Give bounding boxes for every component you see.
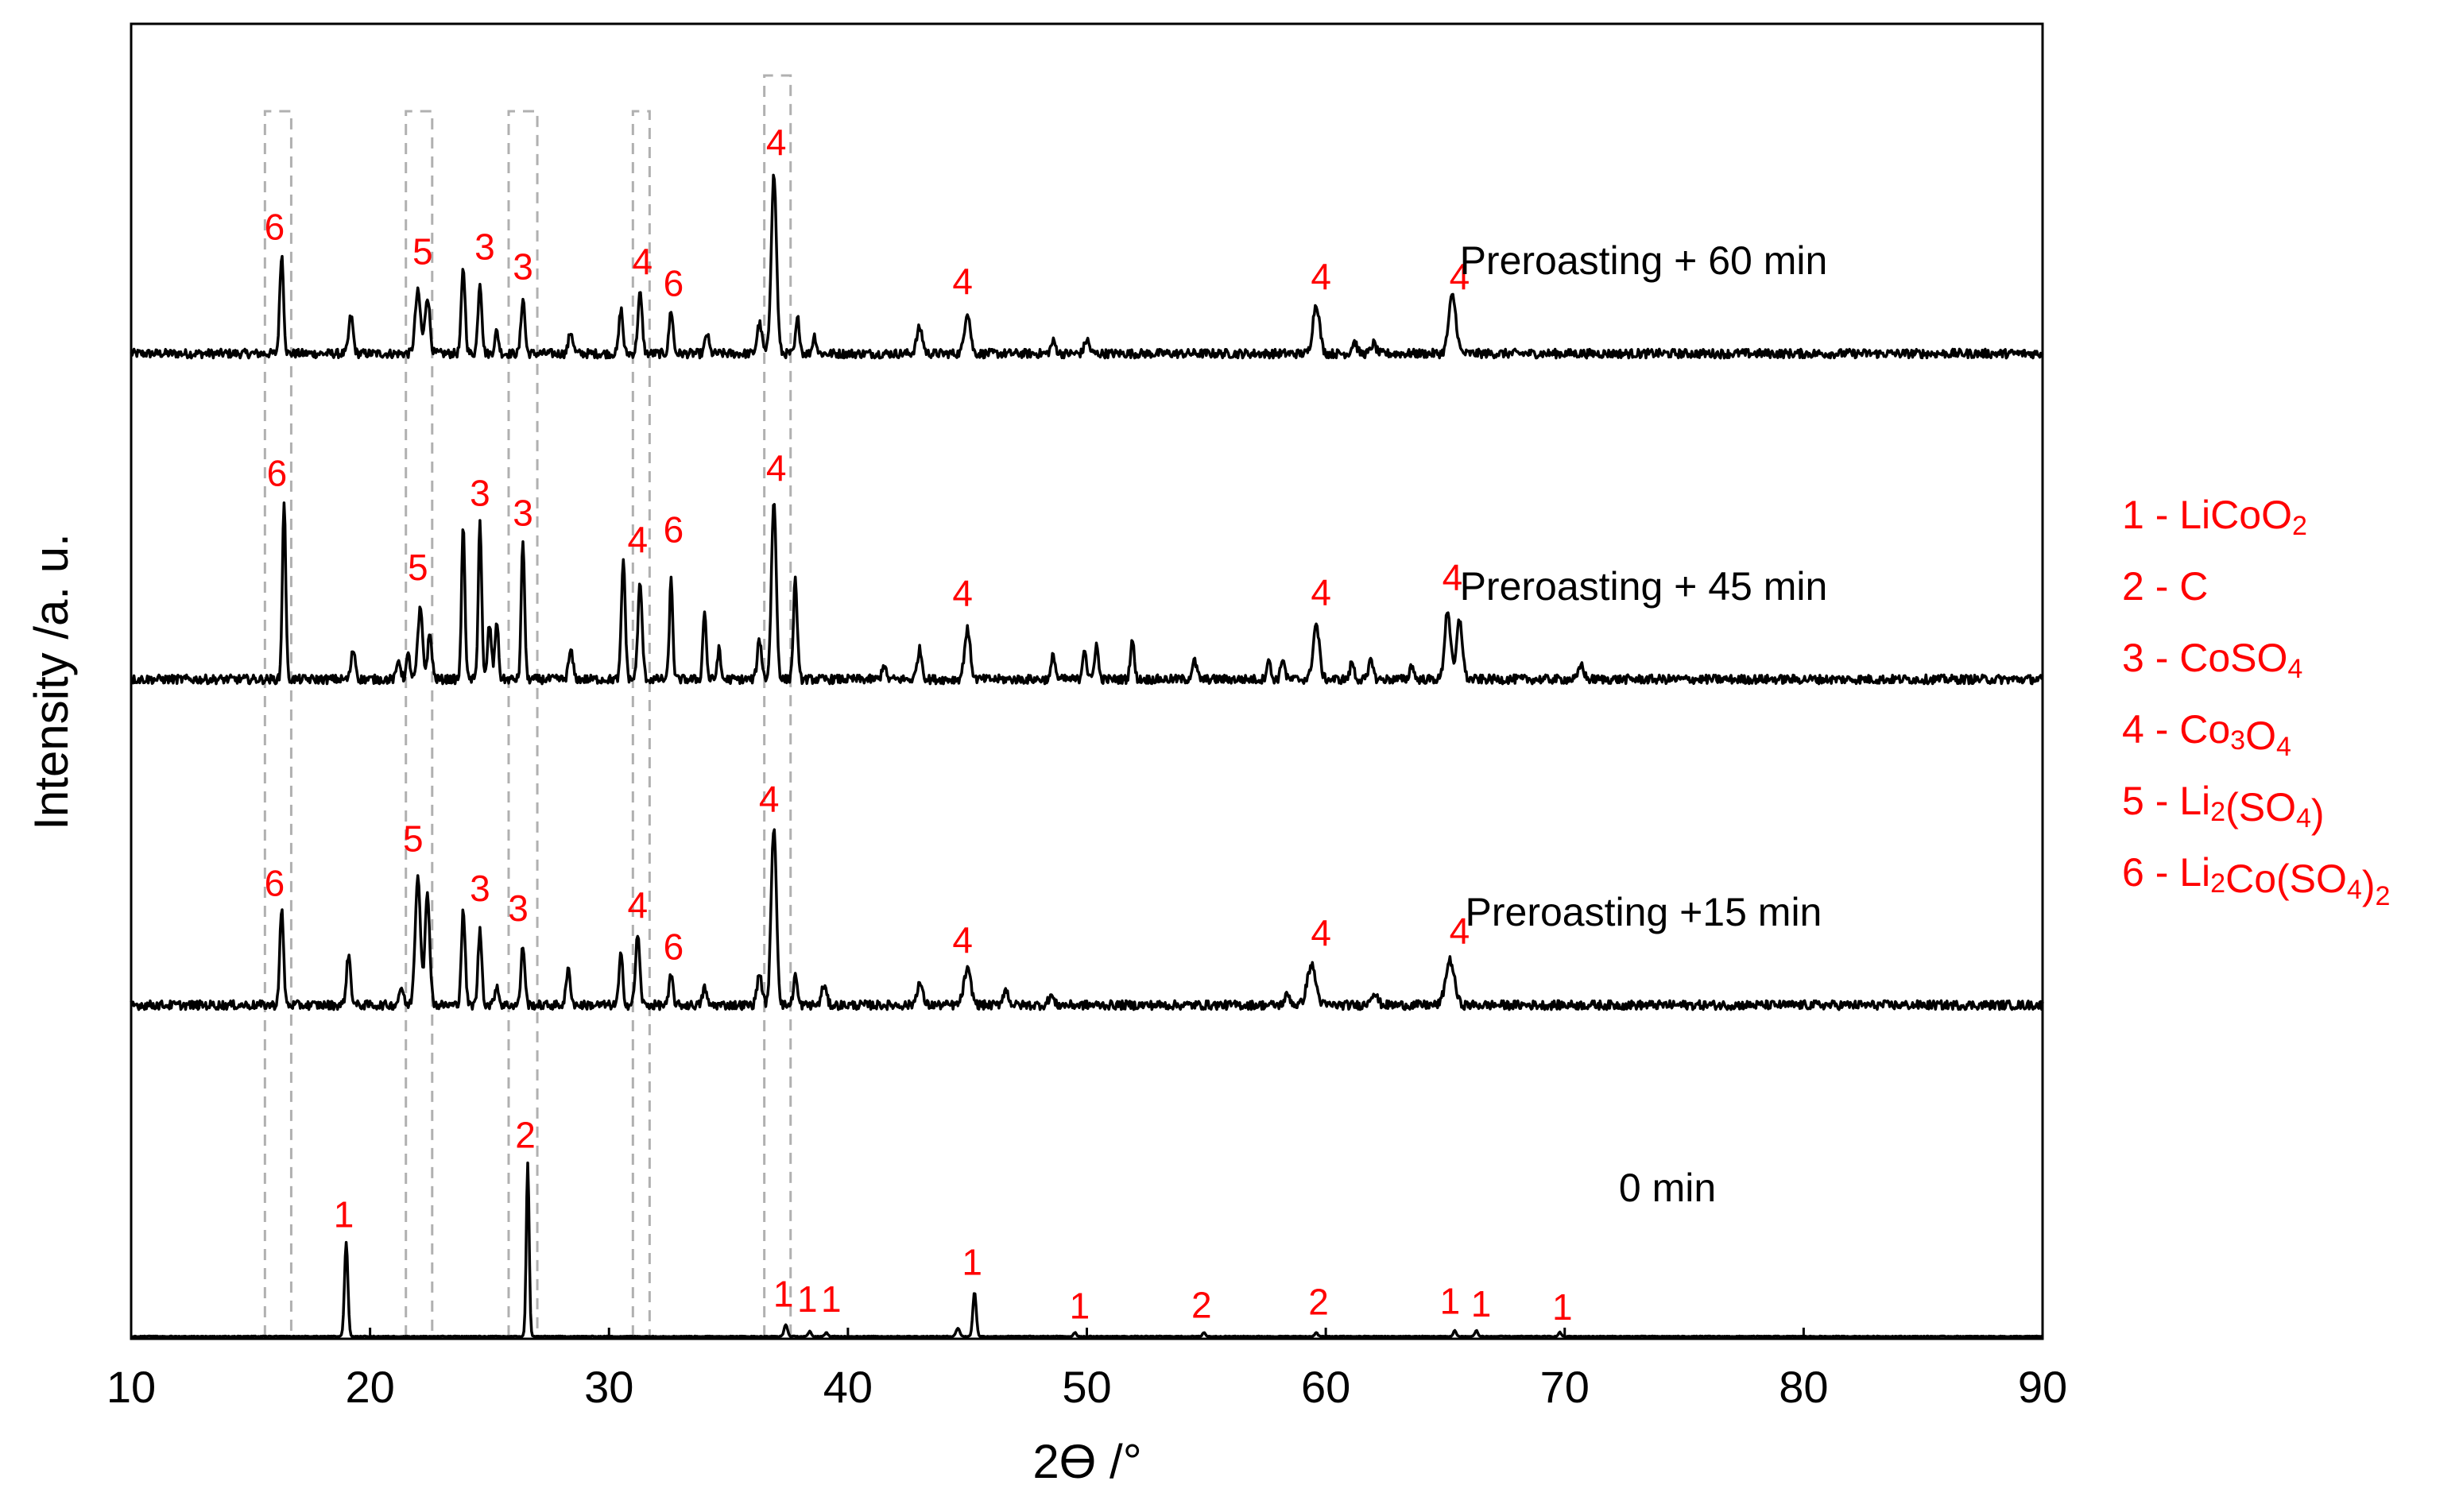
peak-annotation: 3 — [513, 246, 533, 287]
peak-annotation: 1 — [821, 1278, 842, 1320]
peak-annotation: 4 — [759, 778, 780, 819]
peak-annotation: 5 — [408, 547, 428, 588]
peak-annotation: 4 — [952, 573, 973, 614]
x-tick-label: 40 — [823, 1362, 873, 1412]
legend-entry: 1 - LiCoO2 — [2122, 493, 2307, 541]
peak-annotation: 3 — [470, 868, 490, 909]
x-tick-label: 30 — [584, 1362, 633, 1412]
peak-annotation: 1 — [334, 1194, 354, 1236]
legend-entry: 3 - CoSO4 — [2122, 636, 2302, 684]
series-label: Preroasting + 60 min — [1460, 238, 1828, 283]
peak-annotation: 1 — [1471, 1283, 1492, 1324]
series-label: Preroasting +15 min — [1466, 890, 1822, 934]
peak-annotation: 6 — [265, 863, 285, 904]
phase-guide-bands — [263, 74, 792, 1336]
series-label: 0 min — [1619, 1166, 1716, 1210]
guide-band — [763, 74, 792, 1336]
peak-annotation: 6 — [664, 263, 684, 304]
x-tick-label: 10 — [106, 1362, 156, 1412]
peak-annotation: 4 — [1443, 557, 1463, 598]
peak-annotation: 5 — [412, 231, 433, 273]
peak-annotation: 2 — [1191, 1284, 1212, 1325]
legend-entry: 2 - C — [2122, 564, 2208, 609]
legend-entry: 6 - Li2Co(SO4)2 — [2122, 850, 2390, 911]
legend-entry: 4 - Co3O4 — [2122, 707, 2291, 762]
legend-entry: 5 - Li2(SO4) — [2122, 779, 2325, 836]
peak-annotation: 1 — [797, 1278, 818, 1320]
peak-annotation: 2 — [515, 1115, 536, 1156]
peak-annotation: 3 — [474, 226, 495, 267]
peak-annotation: 3 — [508, 887, 529, 929]
peak-annotation: 4 — [766, 447, 787, 489]
x-tick-label: 90 — [2018, 1362, 2067, 1412]
peak-annotation: 1 — [962, 1242, 982, 1283]
peak-annotation: 1 — [1552, 1286, 1573, 1328]
x-tick-label: 50 — [1062, 1362, 1111, 1412]
series-label: Preroasting + 45 min — [1460, 564, 1828, 609]
peak-annotation: 5 — [403, 818, 424, 859]
peak-annotation: 4 — [1450, 911, 1470, 952]
x-tick-label: 70 — [1540, 1362, 1590, 1412]
trace-preroasting-45-min — [130, 501, 2044, 686]
trace-preroasting-60-min — [130, 173, 2044, 360]
x-axis-label: 2ϴ /° — [1032, 1435, 1141, 1488]
peak-annotation: 4 — [1450, 256, 1470, 297]
peak-annotation: 4 — [1311, 912, 1331, 953]
peak-annotation: 4 — [628, 884, 649, 926]
y-axis-label: Intensity /a. u. — [25, 533, 78, 830]
peak-annotation: 4 — [1311, 256, 1331, 297]
peak-annotation: 4 — [952, 261, 973, 302]
peak-annotation: 3 — [513, 492, 533, 533]
phase-legend: 1 - LiCoO2 2 - C 3 - CoSO4 4 - Co3O4 5 - Li2… — [2122, 493, 2390, 911]
x-tick-label: 20 — [345, 1362, 394, 1412]
series-labels: Preroasting + 60 min Preroasting + 45 min… — [1460, 238, 1828, 1210]
peak-annotation: 6 — [267, 452, 288, 493]
peak-annotation: 4 — [1311, 571, 1331, 613]
peak-annotation: 6 — [664, 509, 684, 551]
peak-annotation: 4 — [952, 919, 973, 961]
peak-annotation: 6 — [265, 206, 285, 247]
peak-annotation: 4 — [633, 241, 653, 282]
diffraction-traces — [130, 173, 2044, 1339]
x-tick-label: 60 — [1301, 1362, 1350, 1412]
guide-band — [405, 110, 434, 1336]
peak-annotation: 1 — [1440, 1280, 1461, 1321]
peak-annotation: 2 — [1308, 1282, 1329, 1323]
peak-annotation: 1 — [1070, 1286, 1090, 1327]
guide-band — [263, 110, 292, 1336]
x-axis: 10 20 30 40 50 60 70 80 90 — [106, 1328, 2067, 1412]
peak-annotation: 6 — [664, 926, 684, 968]
peak-annotation: 4 — [628, 519, 649, 560]
trace-preroasting-15-min — [130, 828, 2044, 1011]
peak-annotation: 3 — [470, 472, 490, 513]
x-tick-label: 80 — [1779, 1362, 1828, 1412]
guide-band — [507, 110, 539, 1336]
peak-annotation: 1 — [773, 1274, 794, 1315]
peak-annotation: 4 — [766, 122, 787, 163]
guide-band — [631, 110, 651, 1336]
